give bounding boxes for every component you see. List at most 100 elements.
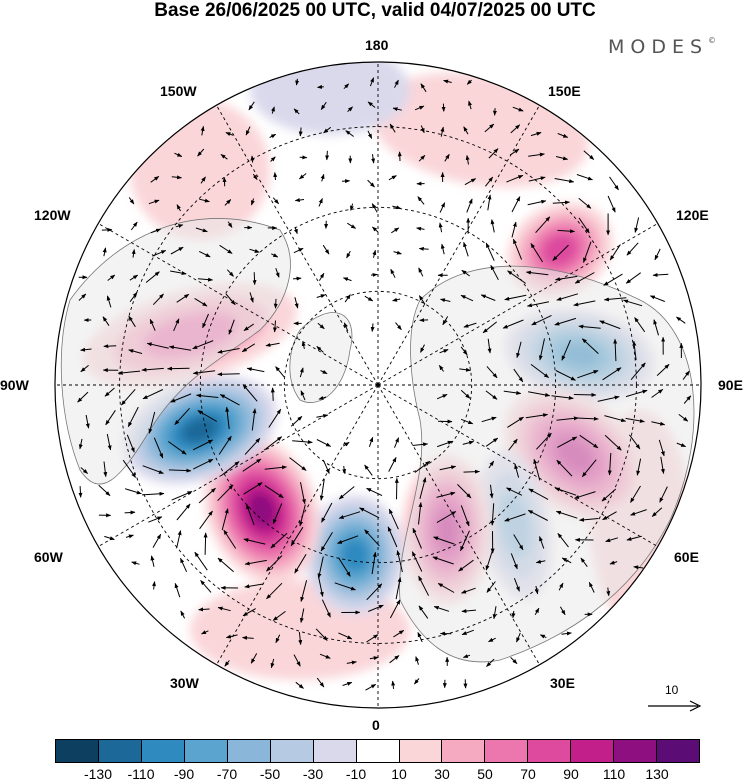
wind-vector <box>414 460 431 473</box>
wind-vector <box>128 349 143 354</box>
wind-vector <box>141 491 165 496</box>
wind-vector <box>580 557 588 567</box>
wind-vector <box>102 247 107 257</box>
wind-vector <box>192 370 216 375</box>
anomaly-contour <box>181 416 219 444</box>
colorbar-tick-label: -70 <box>216 766 238 782</box>
wind-vector <box>318 198 323 207</box>
colorbar <box>55 739 700 763</box>
wind-vector <box>290 416 303 427</box>
wind-vector <box>273 298 278 309</box>
wind-vector <box>573 392 597 397</box>
wind-vector <box>604 415 627 423</box>
wind-vector <box>440 243 445 255</box>
wind-vector <box>171 491 193 501</box>
wind-vector <box>609 244 621 261</box>
wind-vector <box>365 683 377 691</box>
vector-key-arrow <box>648 700 702 712</box>
wind-vector <box>557 436 578 448</box>
wind-vector <box>579 434 599 449</box>
wind-vector <box>248 101 255 111</box>
wind-vector <box>557 133 569 138</box>
wind-vector <box>170 270 187 276</box>
wind-vector <box>369 656 379 661</box>
wind-vector <box>106 433 112 451</box>
wind-vector <box>78 486 83 498</box>
wind-vector <box>506 174 524 183</box>
wind-vector <box>461 629 474 636</box>
wind-vector <box>316 413 329 418</box>
wind-vector <box>264 485 284 499</box>
wind-vector <box>412 442 429 447</box>
vector-key-label: 10 <box>665 683 679 697</box>
wind-vector <box>105 410 116 426</box>
wind-vector <box>659 486 668 503</box>
wind-vector <box>577 370 599 379</box>
wind-vector <box>513 578 520 592</box>
wind-vector <box>411 551 423 572</box>
wind-vector <box>485 242 495 261</box>
wind-vector <box>145 271 160 283</box>
wind-vector <box>78 438 83 450</box>
wind-vector <box>364 464 373 476</box>
wind-vector <box>678 414 689 422</box>
wind-vector <box>437 582 455 593</box>
wind-vector <box>418 502 423 525</box>
eurasia-land <box>399 265 695 663</box>
wind-vector <box>194 297 208 307</box>
wind-vector <box>176 530 182 549</box>
wind-vector <box>317 84 324 89</box>
wind-vector <box>652 272 669 277</box>
wind-vector <box>197 277 214 282</box>
wind-vector <box>170 246 184 255</box>
wind-vector <box>196 393 219 398</box>
wind-vector <box>321 599 331 618</box>
colorbar-segment <box>355 740 399 762</box>
wind-vector <box>462 440 475 445</box>
wind-vector <box>290 526 304 547</box>
wind-vector <box>176 204 181 212</box>
wind-vector <box>513 534 524 551</box>
wind-vector <box>513 368 524 383</box>
wind-vector <box>393 629 405 638</box>
colorbar-segment <box>312 740 356 762</box>
wind-vector <box>131 249 136 258</box>
wind-vector <box>320 101 327 111</box>
wind-vector <box>609 176 619 191</box>
wind-vector <box>485 437 499 447</box>
wind-vector <box>322 459 330 475</box>
wind-vector <box>316 294 326 299</box>
wind-vector <box>102 316 110 326</box>
wind-vector <box>414 105 425 111</box>
wind-vector <box>420 344 425 353</box>
anomaly-band <box>250 62 410 135</box>
wind-vector <box>525 413 549 419</box>
wind-vector <box>199 510 213 530</box>
wind-vector <box>392 107 402 112</box>
lon-label-60e: 60E <box>674 549 699 565</box>
wind-vector <box>343 441 350 447</box>
wind-vector <box>243 323 254 332</box>
wind-vector <box>195 227 208 233</box>
wind-vector <box>337 535 359 544</box>
wind-vector <box>464 178 477 186</box>
wind-vector <box>217 606 231 612</box>
wind-vector <box>392 205 402 210</box>
wind-vector <box>507 270 526 284</box>
wind-vector <box>576 174 593 181</box>
wind-vector <box>511 610 516 619</box>
wind-vector <box>531 314 552 326</box>
wind-vector <box>275 634 281 644</box>
greenland-land <box>289 312 353 403</box>
wind-vector <box>224 199 232 206</box>
wind-vector <box>368 436 374 447</box>
wind-vector <box>152 293 164 306</box>
wind-vector <box>272 610 286 621</box>
wind-vector <box>486 581 496 593</box>
wind-vector <box>273 172 278 181</box>
wind-vector <box>293 247 304 254</box>
wind-vector <box>244 559 267 566</box>
wind-vector <box>460 530 470 552</box>
wind-vector <box>150 228 162 234</box>
wind-vector <box>342 277 352 282</box>
